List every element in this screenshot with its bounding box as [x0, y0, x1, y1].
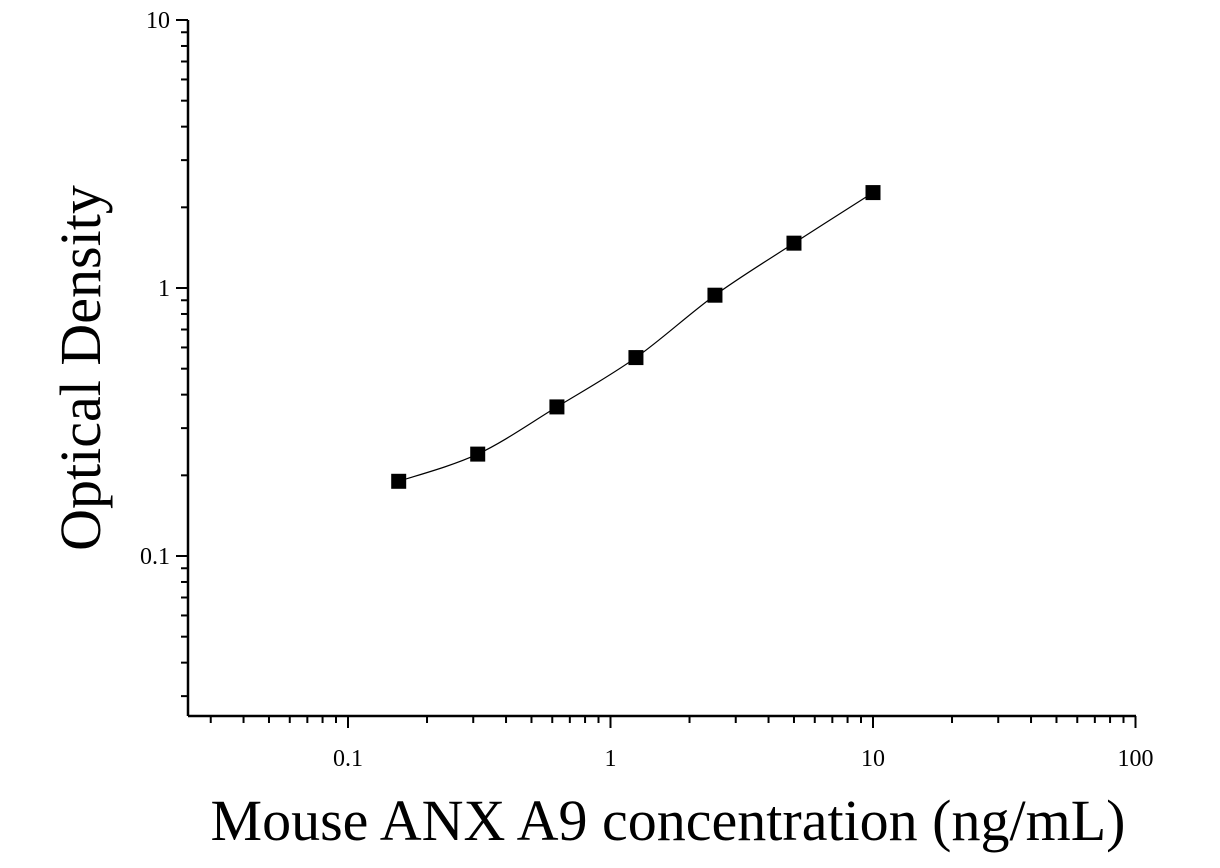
fit-curve: [398, 192, 874, 482]
axis-ticks: [176, 19, 1137, 728]
data-point: [865, 185, 881, 201]
y-axis-title: Optical Density: [48, 185, 113, 551]
y-tick-label: 1: [158, 276, 170, 302]
data-point: [470, 446, 486, 462]
y-tick-label: 0.1: [140, 544, 170, 570]
x-tick-label: 1: [605, 746, 617, 772]
data-point: [628, 350, 644, 366]
x-tick-label: 100: [1118, 746, 1154, 772]
data-point: [391, 473, 407, 489]
data-point: [786, 235, 802, 251]
y-tick-label: 10: [146, 8, 170, 34]
x-tick-label: 10: [861, 746, 885, 772]
x-tick-label: 0.1: [333, 746, 363, 772]
data-point: [549, 399, 565, 415]
axes: [186, 20, 1136, 718]
tick-labels: 0.1 1 10 100 0.1 1 10: [140, 8, 1154, 772]
data-point: [707, 287, 723, 303]
fit-curve-line: [398, 192, 874, 482]
data-points: [391, 185, 881, 489]
x-axis-title: Mouse ANX A9 concentration (ng/mL): [211, 788, 1126, 853]
